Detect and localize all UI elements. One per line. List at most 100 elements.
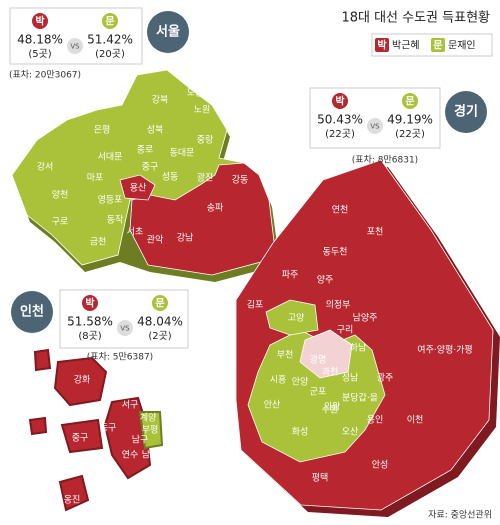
vs-mark (117, 320, 133, 336)
vs-label: VS (370, 123, 380, 131)
region-badge (445, 91, 487, 133)
district-label: 여주·양평·가평 (417, 344, 472, 356)
district-label: 연천 (332, 205, 349, 216)
region-name: 서울 (156, 24, 180, 40)
legend-label: 문재인 (448, 40, 476, 52)
candidate-badge-label: 문 (405, 96, 414, 108)
candidate-badge-label: 문 (155, 298, 164, 310)
vote-margin: (표차: 8만6831) (352, 154, 418, 166)
legend-swatch (431, 38, 445, 52)
seat-count: (22곳) (395, 128, 425, 140)
district-label: 도봉 (187, 88, 204, 99)
candidate-badge (332, 93, 348, 109)
district-label: 안성 (372, 460, 389, 471)
seat-count: (2곳) (148, 330, 171, 342)
seat-count: (20곳) (95, 48, 125, 60)
vote-margin: (표차: 20만3067) (9, 69, 81, 81)
district-label: 김포 (247, 299, 264, 311)
seat-count: (8곳) (78, 330, 101, 342)
region-name: 인천 (20, 304, 44, 320)
district-label: 서대문 (98, 152, 123, 163)
legend-swatch (375, 38, 389, 52)
vs-mark (67, 38, 83, 54)
district-label: 관악 (147, 234, 164, 246)
district-label: 동두천 (323, 247, 348, 258)
seat-count: (22곳) (325, 128, 355, 140)
district-label: 남동 (142, 450, 159, 461)
candidate-badge (82, 295, 98, 311)
legend-label: 박근혜 (392, 40, 420, 52)
district-label: 화성 (292, 427, 309, 438)
district-label: 옹진 (64, 495, 81, 506)
district-label: 과천 (322, 367, 339, 378)
seoul-park-yongsan (119, 174, 156, 201)
seoul-park (129, 162, 277, 276)
district-label: 계양 (140, 412, 157, 424)
district-label: 포천 (367, 227, 384, 238)
district-label: 남양주 (353, 313, 378, 324)
vote-share: 51.42% (87, 33, 133, 47)
map-shapes (11, 69, 500, 517)
incheon-islands (33, 348, 52, 372)
vs-mark (367, 118, 383, 134)
vs-label: VS (70, 43, 80, 51)
incheon-ongjin (58, 474, 90, 512)
district-label: 동대문 (170, 148, 195, 159)
vote-share: 50.43% (317, 113, 363, 127)
title: 18대 대선 수도권 득표현황 (341, 11, 490, 26)
district-label: 의정부 (326, 300, 351, 311)
district-label: 연수 (122, 450, 139, 461)
district-label: 광진 (197, 172, 214, 184)
district-label: 안산 (264, 400, 281, 411)
district-label: 금천 (90, 237, 107, 248)
district-label: 광명 (310, 354, 327, 366)
district-label: 군포 (310, 387, 327, 398)
source: 자료: 중앙선관위 (428, 509, 492, 521)
district-label: 분당갑·을 (342, 392, 378, 404)
district-label: 광주 (377, 372, 394, 384)
district-label: 오산 (342, 427, 359, 438)
incheon-small (28, 416, 48, 436)
incheon-jung (60, 418, 104, 454)
district-label: 중랑 (197, 134, 214, 146)
district-label: 용인 (367, 415, 384, 426)
district-label: 마포 (87, 173, 104, 184)
district-label: 중구 (72, 433, 89, 444)
district-label: 부천 (277, 350, 294, 361)
district-label: 동구 (100, 423, 117, 434)
region-badge (11, 291, 53, 333)
seoul-box (9, 7, 143, 65)
vote-share: 48.18% (17, 33, 63, 47)
district-label: 구로 (52, 217, 69, 228)
gyeonggi-park (235, 159, 494, 511)
candidate-badge-label: 박 (335, 95, 345, 108)
district-label: 시흥 (270, 374, 287, 386)
district-label: 강화 (74, 375, 91, 386)
candidate-badge (32, 13, 48, 29)
district-label: 의왕 (324, 402, 341, 413)
candidate-badge-label: 문 (105, 16, 114, 28)
district-label: 영등포 (98, 195, 123, 206)
district-label: 양천 (52, 190, 69, 201)
district-label: 강서 (37, 162, 54, 173)
district-label: 강북 (152, 95, 169, 106)
district-label: 강남 (177, 233, 194, 244)
district-label: 중구 (142, 162, 159, 173)
vs-label: VS (120, 325, 130, 333)
candidate-badge (402, 93, 418, 109)
incheon-moon (138, 411, 164, 450)
district-label: 노원 (194, 105, 211, 116)
seoul-moon (11, 69, 270, 266)
seat-count: (5곳) (28, 48, 51, 60)
region-badge (147, 11, 189, 53)
incheon-main (103, 396, 152, 480)
district-label: 이천 (407, 415, 424, 426)
candidate-badge-label: 박 (35, 15, 45, 28)
candidate-badge (102, 13, 118, 29)
district-label: 서구 (122, 400, 139, 411)
district-label: 고양 (288, 313, 305, 324)
vote-margin: (표차: 5만6387) (87, 351, 153, 363)
district-label: 은평 (94, 125, 111, 136)
